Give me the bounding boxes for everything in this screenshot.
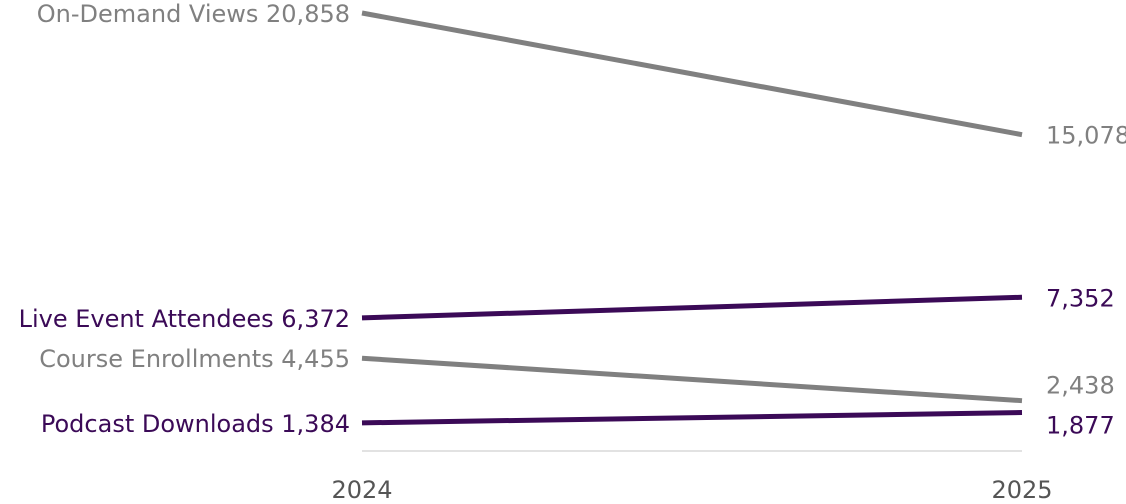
left-label-on-demand-views: On-Demand Views 20,858 bbox=[37, 0, 350, 28]
left-label-podcast-downloads: Podcast Downloads 1,384 bbox=[41, 410, 350, 438]
series-layer: On-Demand Views 20,858 15,078 Live Event A… bbox=[19, 0, 1126, 439]
x-tick-2025: 2025 bbox=[991, 476, 1052, 504]
series-line-live-event-attendees bbox=[361, 294, 1023, 321]
right-label-podcast-downloads: 1,877 bbox=[1046, 411, 1115, 439]
series-live-event-attendees: Live Event Attendees 6,372 7,352 bbox=[19, 284, 1115, 333]
series-on-demand-views: On-Demand Views 20,858 15,078 bbox=[37, 0, 1126, 150]
right-label-live-event-attendees: 7,352 bbox=[1046, 284, 1115, 312]
left-label-live-event-attendees: Live Event Attendees 6,372 bbox=[19, 305, 350, 333]
series-podcast-downloads: Podcast Downloads 1,384 1,877 bbox=[41, 410, 1115, 440]
x-tick-2024: 2024 bbox=[331, 476, 392, 504]
series-line-podcast-downloads bbox=[361, 409, 1023, 426]
right-label-on-demand-views: 15,078 bbox=[1046, 122, 1126, 150]
left-label-course-enrollments: Course Enrollments 4,455 bbox=[39, 345, 350, 373]
series-course-enrollments: Course Enrollments 4,455 2,438 bbox=[39, 345, 1115, 404]
right-label-course-enrollments: 2,438 bbox=[1046, 372, 1115, 400]
series-line-course-enrollments bbox=[361, 355, 1023, 404]
series-line-on-demand-views bbox=[361, 10, 1023, 138]
